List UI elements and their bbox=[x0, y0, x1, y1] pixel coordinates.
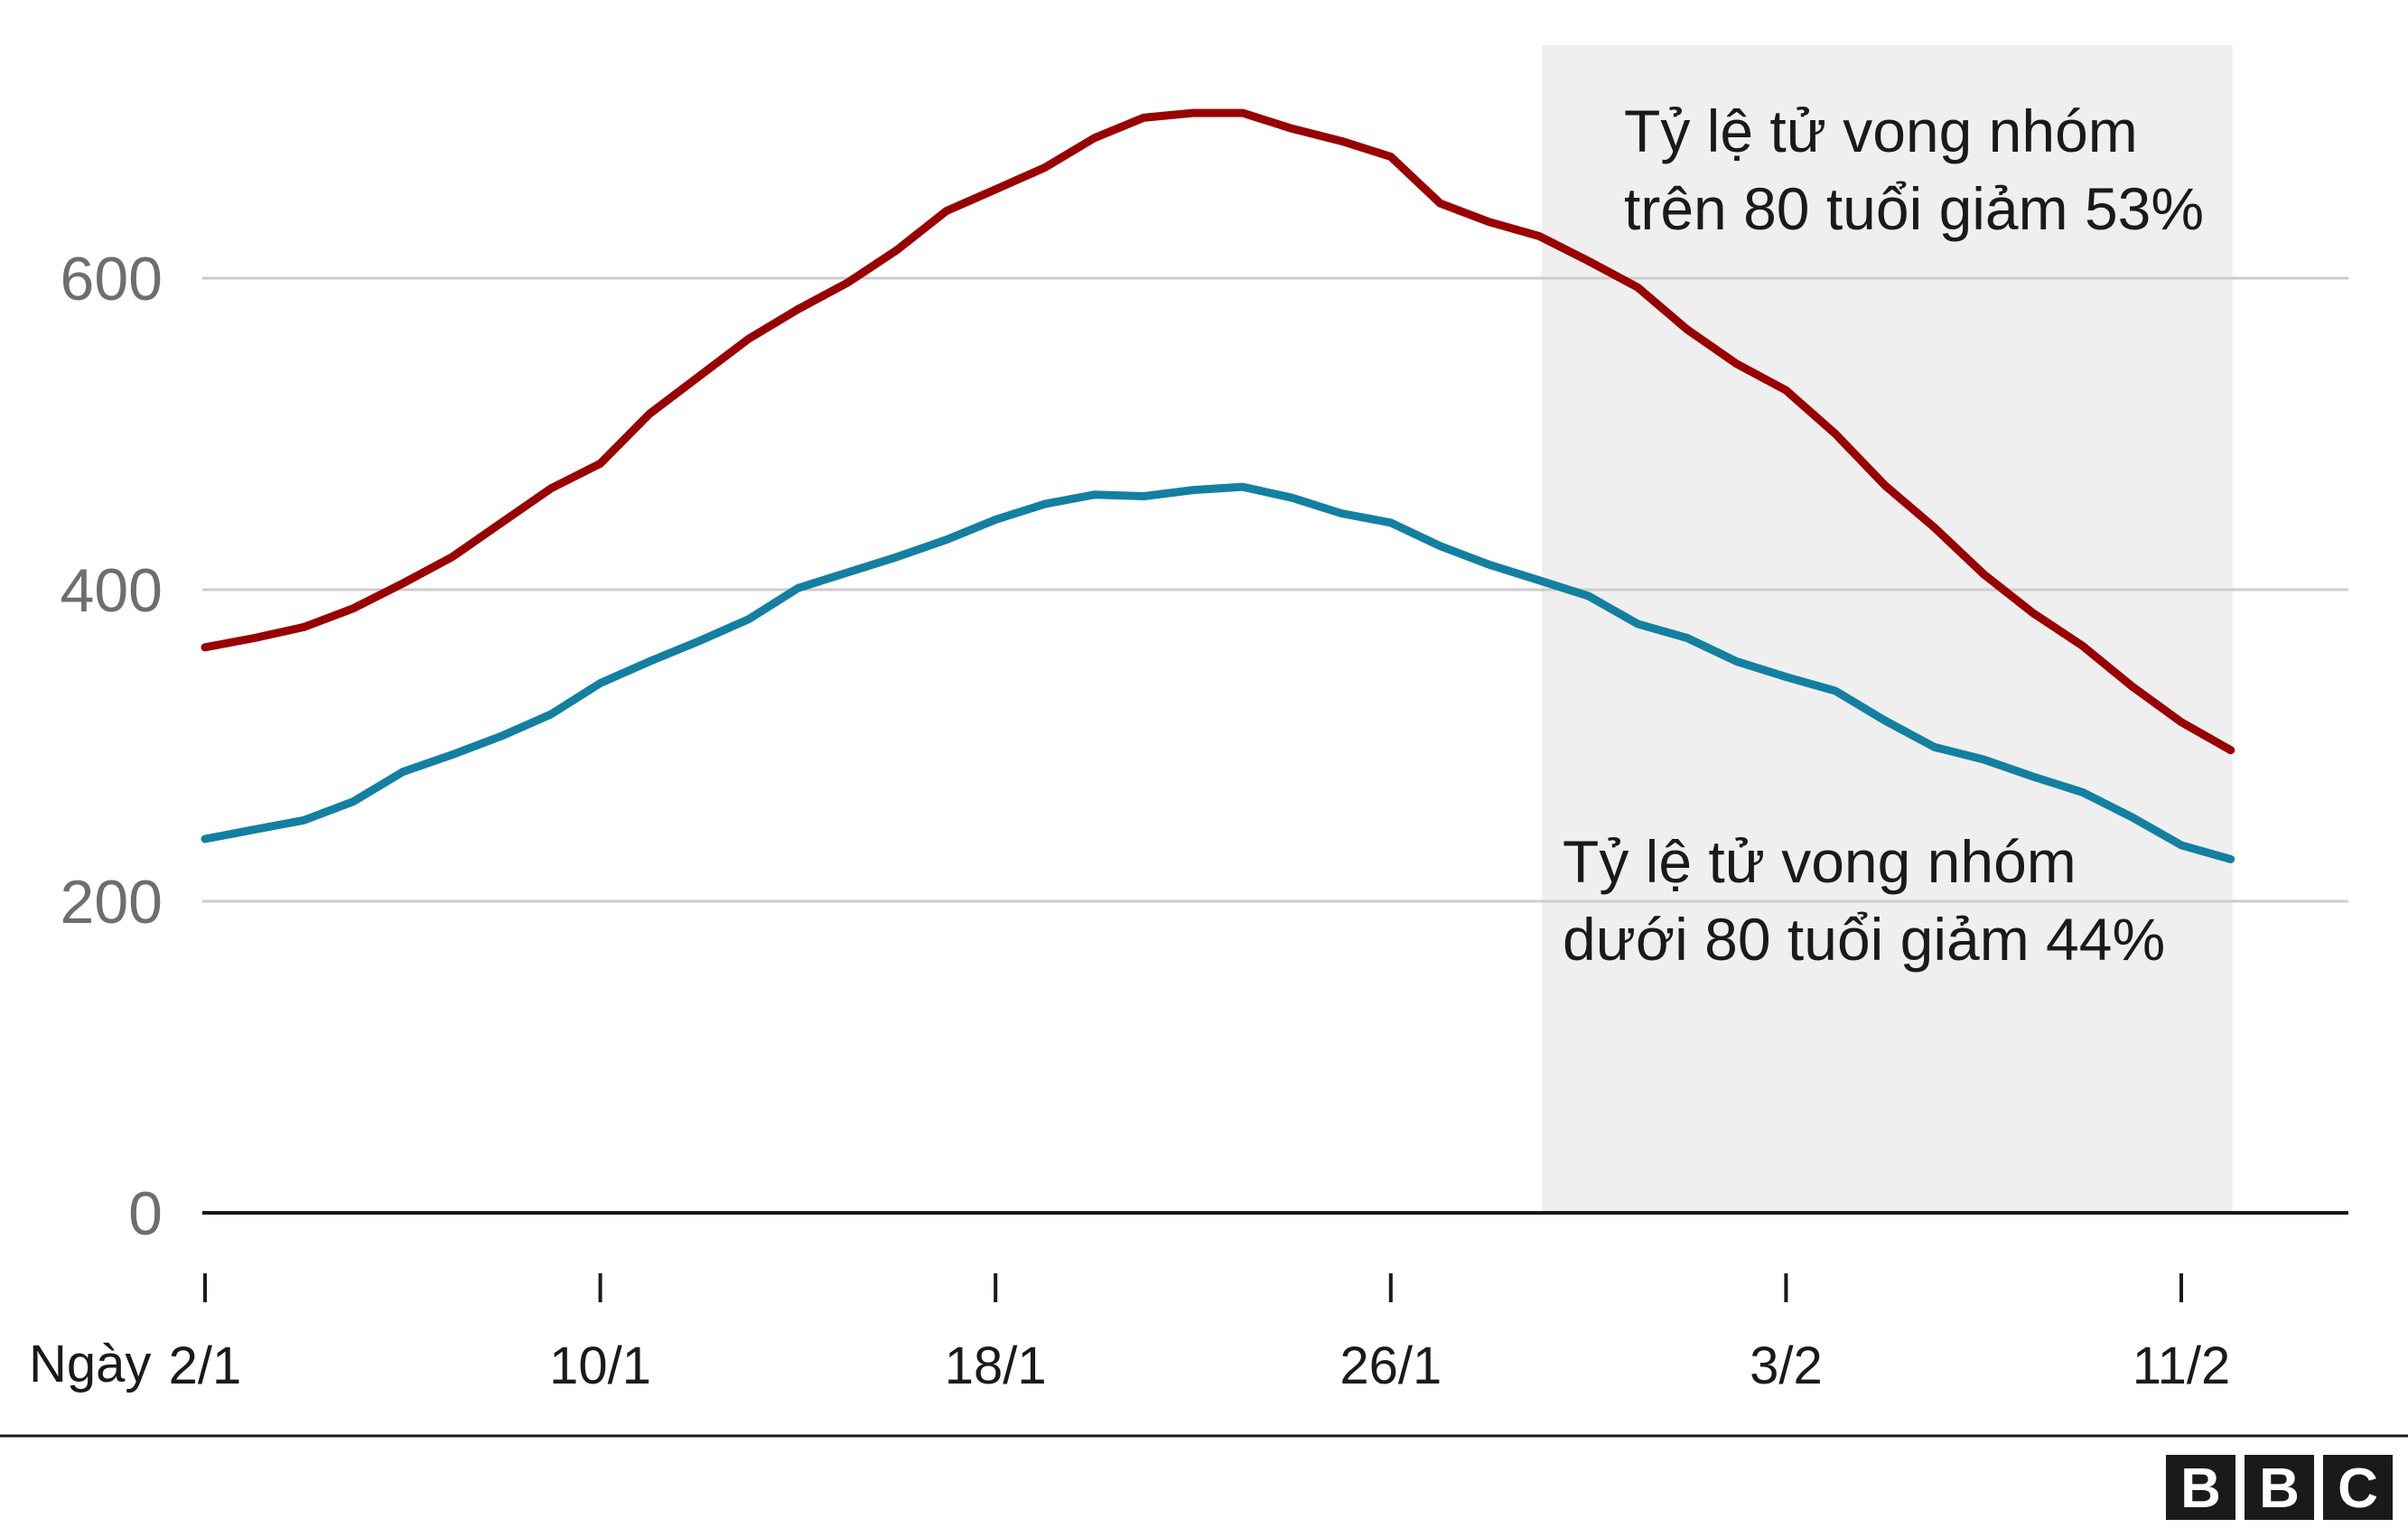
grid-lines bbox=[202, 276, 2348, 903]
y-tick-label-200: 200 bbox=[61, 868, 163, 936]
annotation-2-line-1: Tỷ lệ tử vong nhóm bbox=[1563, 828, 2077, 895]
x-tick-label-11/2: 11/2 bbox=[2133, 1337, 2231, 1395]
x-tick-label-26/1: 26/1 bbox=[1339, 1337, 1442, 1395]
series-line-2 bbox=[201, 482, 2235, 863]
bbc-block-1 bbox=[2166, 1455, 2235, 1520]
bbc-block-3 bbox=[2323, 1455, 2393, 1520]
x-tick-label-18/1: 18/1 bbox=[945, 1337, 1047, 1395]
x-axis-prefix-label: Ngày bbox=[29, 1335, 151, 1393]
annotation-1-line-1: Tỷ lệ tử vong nhóm bbox=[1624, 98, 2138, 164]
x-tick-label-10/1: 10/1 bbox=[549, 1337, 651, 1395]
annotation-1-line-2: trên 80 tuổi giảm 53% bbox=[1624, 175, 2204, 242]
annotations: Tỷ lệ tử vong nhóm trên 80 tuổi giảm 53% T… bbox=[1563, 98, 2204, 973]
y-axis-ticks: 0 200 400 600 bbox=[61, 245, 163, 1248]
series-line-1 bbox=[201, 108, 2235, 755]
bbc-letter-1: B bbox=[2180, 1458, 2221, 1520]
bbc-letter-3: C bbox=[2338, 1458, 2378, 1520]
y-tick-label-0: 0 bbox=[128, 1179, 163, 1248]
y-tick-label-400: 400 bbox=[61, 556, 163, 625]
y-tick-label-600: 600 bbox=[61, 245, 163, 313]
x-axis-ticks: 2/1 10/1 18/1 26/1 3/2 11/2 bbox=[169, 1273, 2231, 1395]
series-lines bbox=[201, 108, 2235, 863]
x-tick-label-3/2: 3/2 bbox=[1750, 1337, 1823, 1395]
x-tick-label-2/1: 2/1 bbox=[169, 1337, 242, 1395]
bbc-block-2 bbox=[2245, 1455, 2314, 1520]
annotation-2-line-2: dưới 80 tuổi giảm 44% bbox=[1563, 906, 2165, 973]
bbc-letter-2: B bbox=[2259, 1458, 2300, 1520]
